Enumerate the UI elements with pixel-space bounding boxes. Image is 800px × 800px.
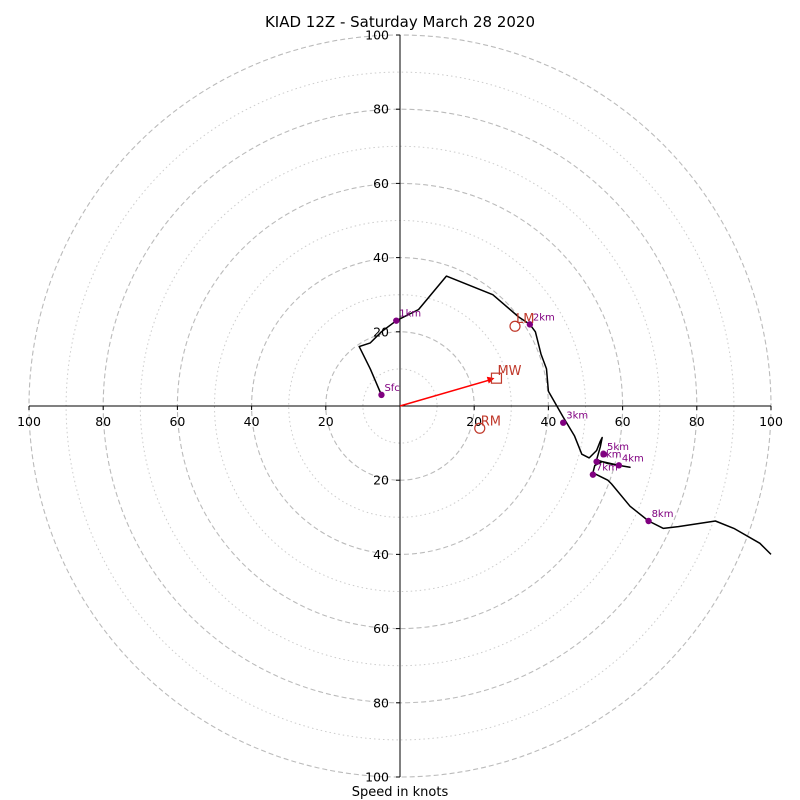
x-tick-label: 60: [615, 414, 631, 429]
mean-wind-label: MW: [497, 364, 521, 379]
x-tick-label: 80: [689, 414, 705, 429]
x-tick-label: 100: [17, 414, 41, 429]
y-tick-label: 80: [373, 695, 389, 710]
x-tick-label: 80: [95, 414, 111, 429]
height-marker-8km: [645, 517, 652, 525]
height-marker-1km: [393, 317, 400, 324]
left-mover-marker: [509, 320, 521, 332]
y-tick-label: 100: [365, 28, 389, 43]
mean-wind-vector: [399, 378, 493, 407]
height-label-6km: 6km: [600, 450, 622, 461]
hodograph-trace-group: [358, 275, 772, 555]
hodograph-trace: [358, 275, 772, 555]
height-label-7km: 7km: [596, 463, 618, 474]
y-tick-label: 20: [373, 473, 389, 488]
x-tick-label: 40: [244, 414, 260, 429]
chart-title: KIAD 12Z - Saturday March 28 2020: [265, 13, 535, 31]
height-label-2km: 2km: [533, 312, 555, 323]
height-label-5km: 5km: [607, 442, 629, 453]
left-mover-label: LM: [516, 312, 534, 327]
height-marker-sfc: [378, 391, 385, 399]
y-tick-label: 100: [365, 770, 389, 785]
height-marker-2km: [526, 321, 534, 328]
height-label-4km: 4km: [622, 453, 644, 464]
y-tick-label: 80: [373, 102, 389, 117]
x-tick-label: 20: [466, 414, 482, 429]
right-mover-marker: [474, 422, 486, 434]
height-label-3km: 3km: [566, 411, 588, 422]
height-label-sfc: Sfc: [384, 383, 399, 394]
mean-wind-marker: [490, 372, 503, 384]
height-label-1km: 1km: [399, 309, 421, 320]
mean-wind-arrowhead: [486, 376, 495, 384]
x-tick-label: 60: [169, 414, 185, 429]
x-axis-label: Speed in knots: [352, 785, 449, 800]
height-marker-3km: [560, 419, 567, 426]
height-marker-5km: [600, 451, 608, 458]
height-label-8km: 8km: [652, 509, 674, 520]
y-tick-label: 60: [373, 621, 389, 636]
y-tick-label: 60: [373, 176, 389, 191]
height-marker-7km: [589, 471, 597, 478]
height-marker-4km: [615, 462, 623, 469]
storm-motion-markers: MW LM RM: [399, 312, 534, 434]
x-tick-label: 20: [318, 414, 334, 429]
y-tick-label: 40: [373, 547, 389, 562]
height-marker-6km: [593, 458, 600, 465]
x-tick-label: 100: [759, 414, 783, 429]
x-tick-label: 40: [540, 414, 556, 429]
tick-labels: 100 80 60 40 20 20 40 60 80 100100806040202040608…: [17, 28, 783, 785]
y-tick-label: 40: [373, 250, 389, 265]
right-mover-label: RM: [481, 414, 501, 429]
